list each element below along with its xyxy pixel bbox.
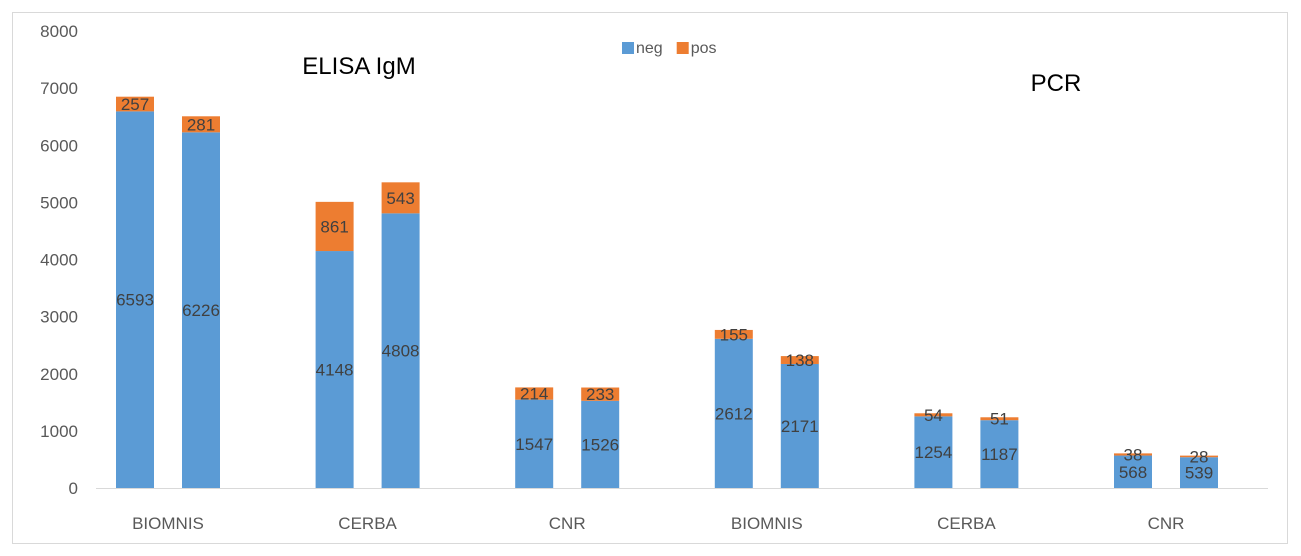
y-tick-label: 5000	[40, 193, 78, 212]
bar-pos	[1114, 453, 1152, 456]
x-category-label: CERBA	[937, 514, 996, 533]
data-label-pos: 28	[1190, 447, 1209, 466]
bar-pos	[714, 329, 753, 339]
data-label-neg: 6226	[182, 301, 220, 320]
x-category-label: BIOMNIS	[132, 514, 204, 533]
legend-swatch	[622, 42, 634, 54]
y-tick-label: 6000	[40, 136, 78, 155]
x-category-label: CNR	[1148, 514, 1185, 533]
bar-neg	[714, 338, 753, 488]
bar-neg	[515, 399, 554, 488]
data-label-neg: 2612	[715, 404, 753, 423]
y-tick-label: 1000	[40, 422, 78, 441]
y-tick-label: 0	[69, 479, 78, 498]
bar-neg	[315, 251, 354, 488]
bar-pos	[315, 201, 354, 252]
bars	[116, 96, 1218, 488]
y-tick-label: 4000	[40, 251, 78, 270]
y-tick-label: 7000	[40, 79, 78, 98]
bar-neg	[914, 416, 953, 488]
y-tick-label: 8000	[40, 22, 78, 41]
bar-pos	[515, 387, 554, 400]
legend-swatch	[676, 42, 689, 54]
bar-neg	[780, 363, 819, 488]
bar-pos	[381, 182, 420, 214]
data-label-pos: 861	[320, 217, 348, 236]
data-label-neg: 6593	[116, 291, 154, 310]
data-labels: 6593 257 6226 281 4148 861 4808 543 1547 214 1526 2…	[116, 95, 1213, 483]
data-label-neg: 4148	[316, 361, 354, 380]
bar-neg	[182, 132, 220, 488]
data-label-neg: 4808	[382, 342, 420, 361]
data-label-neg: 1547	[515, 435, 553, 454]
data-label-pos: 38	[1124, 445, 1143, 464]
legend: neg pos	[622, 40, 717, 57]
y-tick-label: 3000	[40, 308, 78, 327]
data-label-neg: 568	[1119, 463, 1147, 482]
bar-pos	[182, 116, 220, 133]
data-label-neg: 1254	[914, 443, 952, 462]
panel-title: PCR	[1031, 70, 1082, 97]
legend-label: neg	[636, 40, 663, 57]
bar-neg	[116, 111, 154, 488]
data-label-pos: 54	[924, 406, 943, 425]
panel-title: ELISA IgM	[302, 53, 415, 80]
data-label-pos: 257	[121, 95, 149, 114]
bar-neg	[381, 213, 420, 488]
x-category-label: CNR	[549, 514, 586, 533]
x-axis: BIOMNIS CERBA CNR BIOMNIS CERBA CNR	[132, 514, 1184, 533]
y-axis: 0 1000 2000 3000 4000 5000 6000 7000 8000	[40, 22, 1268, 498]
data-label-pos: 138	[786, 351, 814, 370]
data-label-pos: 155	[720, 325, 748, 344]
y-tick-label: 2000	[40, 365, 78, 384]
bar-neg	[1180, 457, 1218, 488]
data-label-pos: 543	[386, 189, 414, 208]
data-label-neg: 2171	[781, 417, 819, 436]
x-category-label: CERBA	[338, 514, 397, 533]
bar-pos	[116, 96, 154, 112]
data-label-neg: 1187	[981, 445, 1018, 464]
bar-pos	[780, 356, 819, 364]
bar-neg	[581, 400, 620, 488]
bar-neg	[1114, 455, 1152, 488]
data-label-pos: 281	[187, 115, 215, 134]
data-label-pos: 233	[586, 385, 614, 404]
data-label-neg: 1526	[581, 435, 619, 454]
bar-pos	[914, 413, 953, 417]
data-label-pos: 51	[990, 410, 1009, 429]
bar-pos	[980, 417, 1019, 421]
x-category-label: BIOMNIS	[731, 514, 803, 533]
bar-neg	[980, 420, 1019, 488]
bar-pos	[1180, 455, 1218, 458]
data-label-pos: 214	[520, 385, 548, 404]
panel-titles: ELISA IgM PCR	[302, 53, 1081, 97]
bar-pos	[581, 387, 620, 401]
data-label-neg: 539	[1185, 464, 1213, 483]
chart-frame	[12, 12, 1288, 544]
legend-label: pos	[691, 40, 717, 57]
